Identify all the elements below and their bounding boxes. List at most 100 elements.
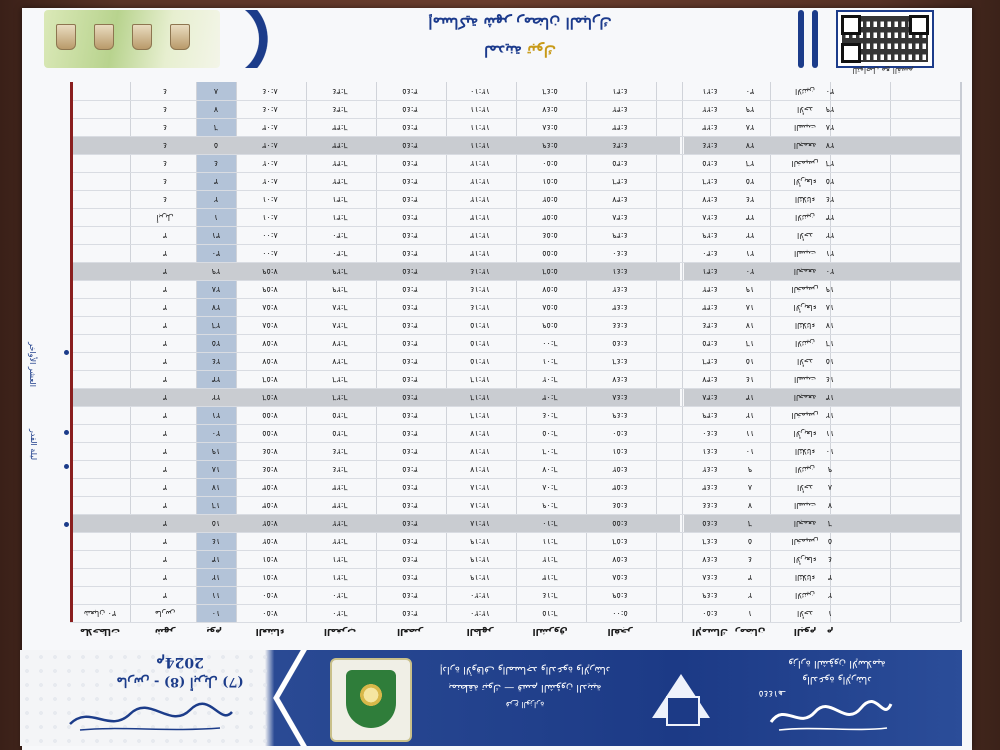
- table-row: [70, 82, 960, 101]
- table-row: [70, 280, 960, 299]
- cell-isha: ٨:٠١: [262, 213, 278, 222]
- cell-fajr: ٤:٥٣: [612, 483, 628, 492]
- cell-gd: ٣: [213, 177, 219, 186]
- cell-asr: ٣:٤٥: [402, 429, 418, 438]
- cell-sunrise: ٦:٠٨: [542, 483, 558, 492]
- cell-imsak: ٤:٤٢: [702, 465, 718, 474]
- cell-gm: ٣: [162, 375, 168, 384]
- cell-n: ٢٠: [825, 267, 835, 276]
- cell-maghrib: ٦:٢١: [332, 555, 348, 564]
- cell-imsak: ٤:٣٠: [702, 249, 718, 258]
- cell-sunrise: ٥:٥٥: [542, 249, 558, 258]
- cell-h: ٩: [747, 465, 753, 474]
- cell-h: ٢٦: [745, 159, 755, 168]
- cell-isha: ٧:٥٣: [262, 483, 278, 492]
- cup-icon: [170, 24, 190, 50]
- cell-asr: ٣:٤٥: [402, 141, 418, 150]
- cell-imsak: ٤:٤٠: [702, 429, 718, 438]
- cell-gd: ٢٦: [211, 321, 221, 330]
- table-row: [70, 550, 960, 569]
- cell-gm: ٤: [162, 87, 168, 96]
- cell-gd: ١٥: [211, 519, 221, 528]
- table-row: [70, 586, 960, 605]
- cell-gm: ٣: [162, 429, 168, 438]
- table-row: [70, 532, 960, 551]
- cell-imsak: ٤:٣٦: [702, 357, 718, 366]
- cell-gd: ١٩: [211, 447, 221, 456]
- cell-n: ٢٨: [825, 123, 835, 132]
- cell-dhuhr: ١٢:١٥: [470, 357, 490, 366]
- cell-sunrise: ٥:٥١: [542, 177, 558, 186]
- cell-asr: ٣:٤٥: [402, 357, 418, 366]
- cell-isha: ٨:٠٣: [262, 141, 278, 150]
- cell-n: ٨: [827, 483, 833, 492]
- cell-asr: ٣:٤٥: [402, 483, 418, 492]
- cell-h: ١٣: [745, 393, 755, 402]
- cell-h: ٢: [747, 591, 753, 600]
- cell-fajr: ٤:٥٨: [612, 573, 628, 582]
- cell-dhuhr: ١٢:١٦: [470, 375, 490, 384]
- cell-asr: ٣:٤٥: [402, 177, 418, 186]
- hex-pattern: [20, 650, 270, 746]
- cell-isha: ٨:٠٢: [262, 177, 278, 186]
- cell-h: ١: [747, 609, 753, 618]
- cell-n: ١٩: [825, 285, 835, 294]
- cell-fajr: ٤:٤٨: [612, 393, 628, 402]
- table-row: [70, 190, 960, 209]
- cell-maghrib: ٦:٣٠: [332, 231, 348, 240]
- cell-asr: ٣:٤٥: [402, 195, 418, 204]
- cell-isha: ٧:٥٦: [262, 393, 278, 402]
- cell-imsak: ٤:٤٨: [702, 573, 718, 582]
- cell-asr: ٣:٤٥: [402, 159, 418, 168]
- cell-maghrib: ٦:٢٨: [332, 321, 348, 330]
- cell-n: ١٠: [825, 447, 835, 456]
- header-banner-image: [44, 10, 220, 68]
- cell-gd: ١٢: [211, 573, 221, 582]
- cell-asr: ٣:٤٥: [402, 555, 418, 564]
- cell-sunrise: ٦:١٢: [542, 555, 558, 564]
- table-row: [70, 460, 960, 479]
- cell-gm: ٣: [162, 249, 168, 258]
- cell-imsak: ٤:٢٣: [702, 123, 718, 132]
- cell-isha: ٧:٥٢: [262, 537, 278, 546]
- cell-asr: ٣:٤٥: [402, 321, 418, 330]
- cell-fajr: ٤:٥٧: [612, 555, 628, 564]
- table-row: [70, 100, 960, 119]
- cell-asr: ٣:٤٥: [402, 609, 418, 618]
- cell-maghrib: ٦:٢٥: [332, 411, 348, 420]
- cell-isha: ٧:٥٣: [262, 501, 278, 510]
- cell-gd: ٦: [213, 123, 219, 132]
- table-row: [70, 352, 960, 371]
- cell-dhuhr: ١٢:١٧: [470, 465, 490, 474]
- cell-sunrise: ٦:٠١: [542, 357, 558, 366]
- column-header-day_num: م: [826, 626, 834, 636]
- cell-dhuhr: ١٢:١٨: [470, 501, 490, 510]
- footer-year: 2024م: [156, 654, 204, 670]
- column-header-hijri: رمضان: [734, 626, 766, 636]
- cell-asr: ٣:٤٥: [402, 231, 418, 240]
- cell-imsak: ٤:٢٨: [702, 213, 718, 222]
- cell-n: ١٢: [825, 411, 835, 420]
- cell-h: ٢١: [745, 249, 755, 258]
- cell-dhuhr: ١٢:١٦: [470, 393, 490, 402]
- cell-sunrise: ٦:١٠: [542, 519, 558, 528]
- cell-asr: ٣:٤٥: [402, 591, 418, 600]
- cell-sunrise: ٦:١١: [542, 537, 558, 546]
- cell-isha: ٨:٠١: [262, 195, 278, 204]
- cell-isha: ٨:٠٢: [262, 159, 278, 168]
- qr-code[interactable]: [836, 10, 934, 68]
- cell-imsak: ٤:٣١: [702, 267, 718, 276]
- table-row: [70, 604, 960, 623]
- cell-gm: ٣: [162, 519, 168, 528]
- cell-sunrise: ٦:٠٦: [542, 447, 558, 456]
- cell-asr: ٣:٤٥: [402, 411, 418, 420]
- imsakiya-sheet: [22, 8, 972, 750]
- cup-icon: [56, 24, 76, 50]
- cell-n: ٢٦: [825, 159, 835, 168]
- table-row: [70, 118, 960, 137]
- cell-gd: ٤: [213, 159, 219, 168]
- cell-dhuhr: ١٢:١٨: [470, 483, 490, 492]
- cell-imsak: ٤:٣٤: [702, 321, 718, 330]
- cell-maghrib: ٦:٢٤: [332, 465, 348, 474]
- table-row: [70, 262, 960, 281]
